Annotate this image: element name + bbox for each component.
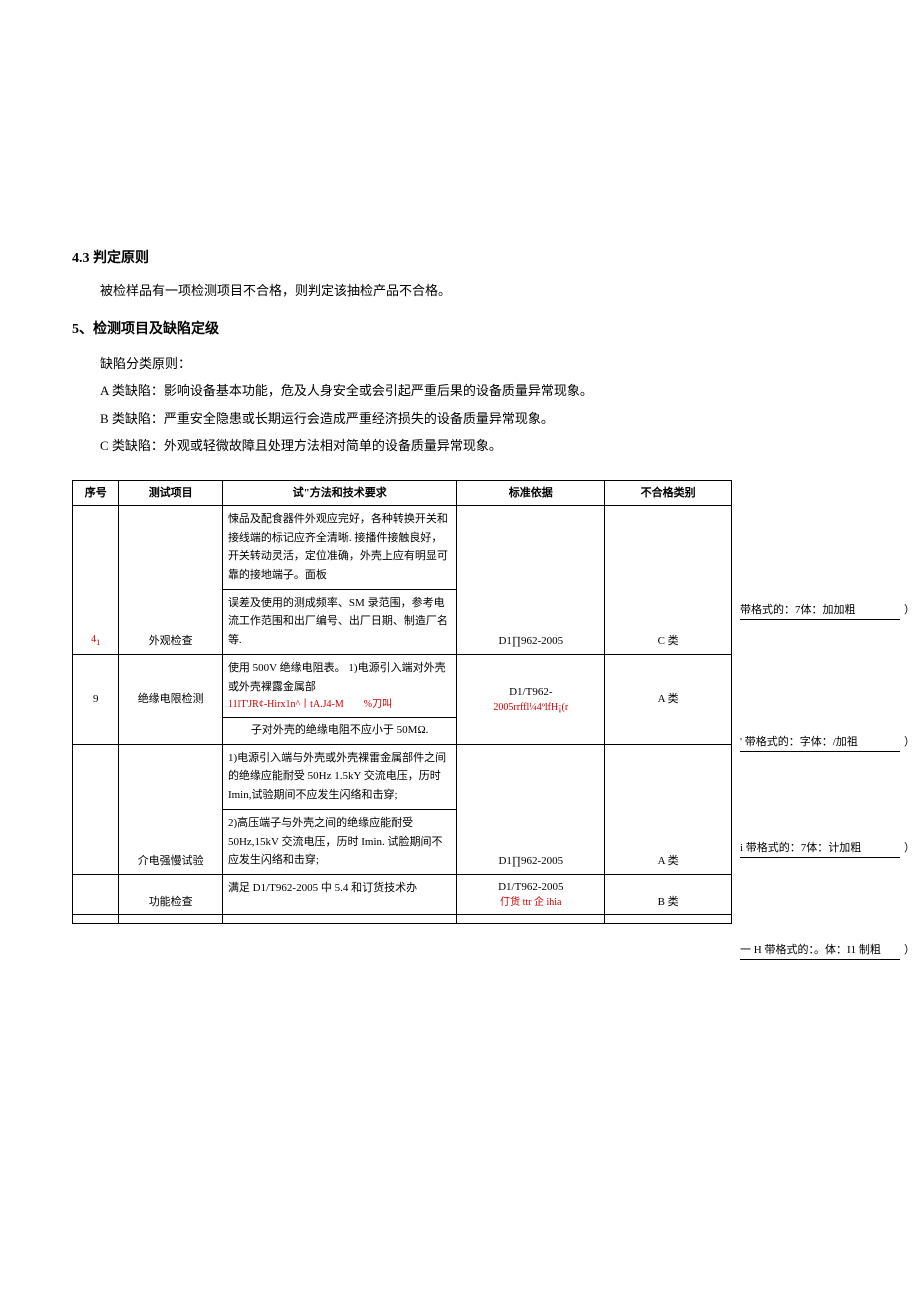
section-5: 5、检测项目及缺陷定级 缺陷分类原则： A 类缺陷：影响设备基本功能，危及人身安… [72, 319, 920, 456]
table-row: 介电强慢试验 1)电源引入端与外壳或外壳裸雷金属部件之间的绝缘应能耐受 50Hz… [73, 744, 732, 809]
format-annotation: 带格式的：7体：加加粗） [740, 602, 915, 621]
cell-standard: D1∏962-2005 [457, 506, 605, 655]
cell-category: B 类 [605, 874, 732, 915]
defect-intro: 缺陷分类原则： [72, 354, 920, 374]
cell-req: 误差及使用的测成频率、SM 录范围，参考电流工作范围和出厂编号、出厂日期、制造厂… [222, 589, 456, 654]
format-annotation: i 带格式的：7体：计加粗） [740, 840, 915, 859]
defect-c: C 类缺陷：外观或轻微故障且处理方法相对简单的设备质量异常现象。 [72, 436, 920, 456]
cell-name: 外观检查 [119, 506, 222, 655]
annotation-text: i 带格式的：7体：计加粗 [740, 840, 900, 859]
defect-b: B 类缺陷：严重安全隐患或长期运行会造成严重经济损失的设备质量异常现象。 [72, 409, 920, 429]
body-4-3: 被检样品有一项检测项目不合格，则判定该抽检产品不合格。 [72, 281, 920, 301]
th-standard: 标准依据 [457, 480, 605, 506]
cell-req: 满足 D1/T962-2005 中 5.4 和订货技术办 [222, 874, 456, 915]
cell-req: 使用 500V 绝缘电阻表。 1)电源引入端对外壳或外壳裸露金属部 11lT'J… [222, 654, 456, 717]
cell-standard: D1/T962- 2005rrffl¼4ºlfH¡(r [457, 654, 605, 744]
cell-name: 绝缘电限检测 [119, 654, 222, 744]
cell-standard-redline: 2005rrffl¼4ºlfH¡(r [460, 700, 601, 715]
cell-name: 介电强慢试验 [119, 744, 222, 874]
heading-4-3: 4.3 判定原则 [72, 248, 920, 269]
table-row: 功能检查 满足 D1/T962-2005 中 5.4 和订货技术办 D1/T96… [73, 874, 732, 915]
cell-req-redline: 11lT'JR¢-Hirx1n^丨tA.J4-M %刀叫 [228, 696, 451, 713]
format-annotation: ' 带格式的：字体：/加祖） [740, 734, 915, 753]
cell-index [73, 874, 119, 915]
cell-req: 1)电源引入端与外壳或外壳裸雷金属部件之间的绝缘应能耐受 50Hz 1.5kY … [222, 744, 456, 809]
table-row: 9 绝缘电限检测 使用 500V 绝缘电阻表。 1)电源引入端对外壳或外壳裸露金… [73, 654, 732, 717]
cell-req: 子对外壳的绝缘电阻不应小于 50MΩ. [222, 718, 456, 745]
th-index: 序号 [73, 480, 119, 506]
cell-index: 41 [73, 506, 119, 655]
cell-name: 功能检查 [119, 874, 222, 915]
cell-standard-redline: 仃货 ttr 企 ihia [460, 895, 601, 910]
th-item: 测试项目 [119, 480, 222, 506]
section-4-3: 4.3 判定原则 被检样品有一项检测项目不合格，则判定该抽检产品不合格。 [72, 248, 920, 301]
table-wrapper: 序号 测试项目 试"方法和技术要求 标准依据 不合格类别 41 外观检查 悚品及… [0, 480, 848, 925]
th-category: 不合格类别 [605, 480, 732, 506]
defect-a: A 类缺陷：影响设备基本功能，危及人身安全或会引起严重后果的设备质量异常现象。 [72, 381, 920, 401]
cell-req: 2)高压端子与外壳之间的绝缘应能耐受50Hz,15kV 交流电压，历时 Imin… [222, 809, 456, 874]
format-annotation: 一 H 带格式的：。体：I1 制粗） [740, 942, 915, 961]
heading-5: 5、检测项目及缺陷定级 [72, 319, 920, 340]
cell-category: C 类 [605, 506, 732, 655]
cell-category: A 类 [605, 654, 732, 744]
cell-req: 悚品及配食器件外观应完好，各种转换开关和接线端的标记应齐全清晰. 接播件接触良好… [222, 506, 456, 590]
table-row-empty [73, 915, 732, 924]
cell-index [73, 744, 119, 874]
defect-table: 序号 测试项目 试"方法和技术要求 标准依据 不合格类别 41 外观检查 悚品及… [72, 480, 732, 925]
cell-index: 9 [73, 654, 119, 744]
annotation-text: 一 H 带格式的：。体：I1 制粗 [740, 942, 900, 961]
cell-req-text: 使用 500V 绝缘电阻表。 1)电源引入端对外壳或外壳裸露金属部 [228, 662, 446, 693]
th-req: 试"方法和技术要求 [222, 480, 456, 506]
annotation-text: 带格式的：7体：加加粗 [740, 602, 900, 621]
cell-standard: D1∏962-2005 [457, 744, 605, 874]
table-header-row: 序号 测试项目 试"方法和技术要求 标准依据 不合格类别 [73, 480, 732, 506]
cell-standard: D1/T962-2005 仃货 ttr 企 ihia [457, 874, 605, 915]
cell-standard-text: D1/T962-2005 [498, 881, 563, 893]
table-row: 41 外观检查 悚品及配食器件外观应完好，各种转换开关和接线端的标记应齐全清晰.… [73, 506, 732, 590]
annotation-text: ' 带格式的：字体：/加祖 [740, 734, 900, 753]
cell-category: A 类 [605, 744, 732, 874]
cell-standard-text: D1/T962- [509, 686, 552, 698]
